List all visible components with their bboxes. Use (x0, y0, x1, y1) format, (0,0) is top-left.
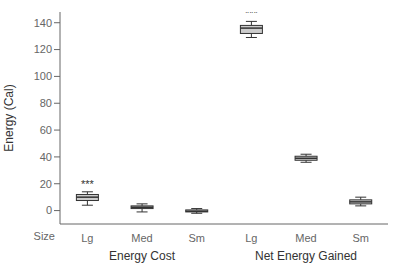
svg-text:100: 100 (34, 70, 52, 82)
svg-text:20: 20 (40, 178, 52, 190)
svg-text:60: 60 (40, 124, 52, 136)
svg-text:Med: Med (295, 232, 316, 244)
svg-text:Sm: Sm (188, 232, 205, 244)
svg-text:Lg: Lg (81, 232, 93, 244)
svg-text:Energy Cost: Energy Cost (109, 249, 176, 263)
svg-text:Sm: Sm (352, 232, 369, 244)
svg-text:***: *** (81, 178, 95, 190)
svg-text:Net Energy Gained: Net Energy Gained (255, 249, 357, 263)
svg-text:***: *** (245, 12, 259, 19)
svg-text:40: 40 (40, 151, 52, 163)
svg-text:Med: Med (131, 232, 152, 244)
svg-text:Energy (Cal): Energy (Cal) (8, 84, 16, 151)
svg-text:Size: Size (34, 230, 55, 242)
svg-text:0: 0 (46, 204, 52, 216)
svg-text:80: 80 (40, 97, 52, 109)
svg-text:120: 120 (34, 43, 52, 55)
svg-text:140: 140 (34, 17, 52, 29)
svg-text:Lg: Lg (245, 232, 257, 244)
